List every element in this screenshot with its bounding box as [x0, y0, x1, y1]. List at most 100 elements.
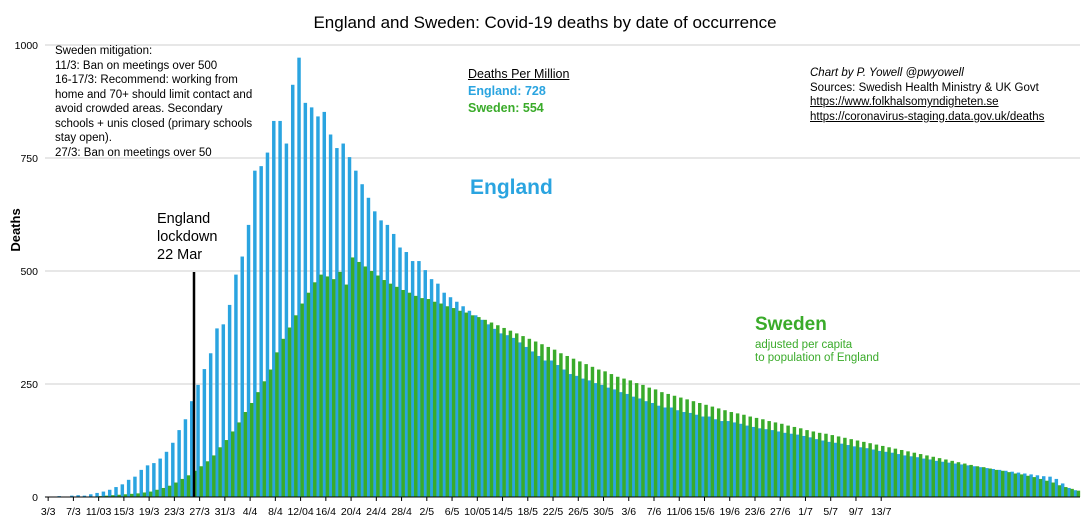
england-bar	[95, 492, 99, 497]
sweden-bar	[710, 406, 715, 497]
sweden-mitigation-note: Sweden mitigation: 11/3: Ban on meetings…	[55, 44, 290, 160]
sweden-bar	[925, 455, 929, 497]
england-bar	[221, 324, 226, 497]
sweden-adjustment-line: adjusted per capita	[755, 339, 853, 351]
x-tick-label: 14/5	[492, 506, 513, 518]
sweden-bar	[830, 435, 835, 497]
x-tick-label: 26/5	[568, 506, 589, 518]
sweden-bar	[786, 425, 790, 497]
sweden-bar	[855, 440, 860, 497]
england-bar	[821, 440, 825, 497]
england-bar	[701, 416, 705, 497]
sweden-bar	[313, 282, 317, 497]
sweden-bar	[237, 422, 241, 497]
sweden-bar	[811, 431, 816, 497]
sweden-bar	[944, 459, 948, 497]
england-bar	[593, 383, 598, 497]
england-bar	[227, 304, 232, 497]
sweden-bar	[439, 303, 443, 497]
sweden-bar	[1057, 485, 1062, 497]
england-bar	[770, 430, 775, 497]
sweden-bar	[1007, 472, 1011, 497]
sweden-bar	[1000, 470, 1005, 497]
england-bar	[347, 157, 352, 497]
x-tick-label: 20/4	[341, 506, 362, 518]
england-bar	[789, 433, 794, 497]
england-bar	[846, 445, 850, 497]
sweden-bar	[262, 381, 267, 497]
england-bar	[858, 447, 863, 497]
sweden-bar	[653, 389, 658, 497]
source-link-sweden[interactable]: https://www.folkhalsomyndigheten.se	[810, 96, 999, 108]
sweden-bar	[477, 317, 481, 497]
sweden-bar	[111, 495, 115, 497]
sweden-bar	[451, 308, 456, 497]
sweden-bar	[104, 495, 109, 497]
sweden-bar	[862, 441, 866, 497]
england-bar	[871, 449, 876, 497]
mitigation-line: avoid crowded areas. Secondary	[55, 103, 223, 115]
england-bar	[391, 233, 396, 497]
england-bar	[758, 428, 762, 497]
sweden-bar	[843, 437, 847, 497]
sweden-bar	[338, 271, 342, 497]
sweden-bar	[363, 266, 367, 497]
england-bar	[448, 297, 453, 497]
england-bar	[568, 374, 573, 497]
sweden-bar	[174, 482, 178, 497]
england-bar	[795, 434, 800, 497]
england-bar	[909, 456, 913, 497]
england-bar	[543, 360, 547, 497]
sweden-bar	[300, 303, 304, 497]
england-bar	[152, 463, 156, 497]
england-bar	[328, 134, 333, 497]
sweden-bar	[376, 275, 380, 497]
sweden-bar	[836, 436, 841, 497]
england-bar	[814, 439, 819, 497]
sweden-bar	[1032, 477, 1036, 497]
y-axis-ticks: 0 250 500 750 1000	[15, 40, 39, 504]
england-bar	[802, 435, 806, 497]
england-bar	[183, 419, 188, 497]
sweden-bar	[735, 413, 740, 497]
england-bar	[474, 315, 478, 497]
x-tick-label: 22/5	[543, 506, 564, 518]
england-bar	[783, 432, 787, 497]
sweden-bar	[420, 298, 424, 497]
england-bar	[272, 120, 276, 497]
england-bar	[581, 378, 585, 497]
sweden-bar	[609, 374, 614, 497]
mitigation-line: schools + unis closed (primary schools	[55, 117, 253, 130]
england-bar	[840, 443, 844, 497]
dpm-heading: Deaths Per Million	[468, 67, 570, 81]
x-tick-label: 16/4	[316, 506, 337, 518]
england-bar	[884, 451, 888, 497]
sweden-bar	[956, 462, 961, 497]
sweden-bar	[205, 461, 210, 497]
x-tick-label: 3/3	[41, 506, 56, 518]
sweden-bar	[1051, 482, 1055, 497]
sweden-bar	[268, 369, 273, 497]
sweden-bar	[893, 448, 898, 497]
england-bar	[133, 476, 137, 497]
england-bar	[76, 495, 80, 497]
england-bar	[436, 283, 440, 497]
sweden-bar	[243, 412, 248, 497]
sweden-bar	[628, 380, 633, 497]
mitigation-line: 11/3: Ban on meetings over 500	[55, 59, 218, 72]
sweden-bar	[1076, 490, 1081, 497]
england-bar	[486, 324, 491, 497]
sweden-bar	[483, 319, 487, 497]
england-bar	[297, 57, 301, 497]
england-bar	[316, 116, 320, 498]
sweden-bar	[142, 492, 147, 497]
source-link-uk[interactable]: https://coronavirus-staging.data.gov.uk/…	[810, 110, 1045, 123]
sweden-bar	[578, 361, 582, 497]
sweden-bar	[716, 408, 721, 497]
england-bar	[707, 416, 711, 497]
england-bar	[903, 455, 907, 497]
sweden-bar	[937, 458, 942, 497]
sweden-bar	[881, 445, 885, 497]
sweden-bar	[464, 312, 468, 497]
sweden-bar	[180, 478, 184, 497]
